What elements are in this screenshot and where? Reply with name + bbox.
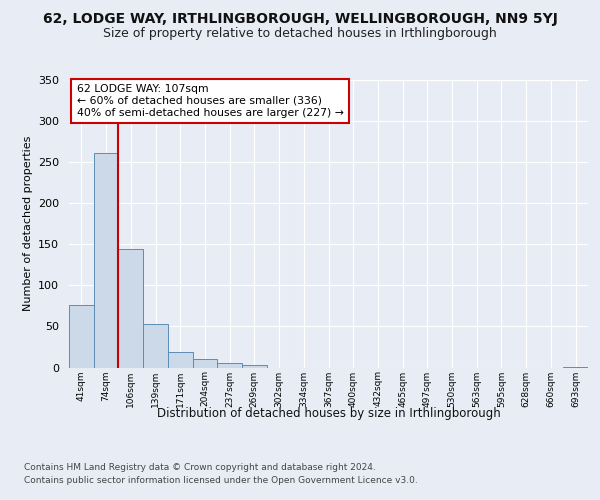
Text: Contains public sector information licensed under the Open Government Licence v3: Contains public sector information licen… [24, 476, 418, 485]
Text: 62, LODGE WAY, IRTHLINGBOROUGH, WELLINGBOROUGH, NN9 5YJ: 62, LODGE WAY, IRTHLINGBOROUGH, WELLINGB… [43, 12, 557, 26]
Bar [69, 305, 94, 368]
Bar [143, 324, 168, 368]
Bar [193, 360, 217, 368]
Text: 62 LODGE WAY: 107sqm
← 60% of detached houses are smaller (336)
40% of semi-deta: 62 LODGE WAY: 107sqm ← 60% of detached h… [77, 84, 344, 117]
Bar [94, 153, 118, 368]
Bar [217, 364, 242, 368]
Bar [563, 366, 588, 368]
Y-axis label: Number of detached properties: Number of detached properties [23, 136, 32, 312]
Bar [168, 352, 193, 368]
Text: Distribution of detached houses by size in Irthlingborough: Distribution of detached houses by size … [157, 408, 500, 420]
Text: Contains HM Land Registry data © Crown copyright and database right 2024.: Contains HM Land Registry data © Crown c… [24, 462, 376, 471]
Bar [242, 365, 267, 368]
Text: Size of property relative to detached houses in Irthlingborough: Size of property relative to detached ho… [103, 28, 497, 40]
Bar [118, 249, 143, 368]
